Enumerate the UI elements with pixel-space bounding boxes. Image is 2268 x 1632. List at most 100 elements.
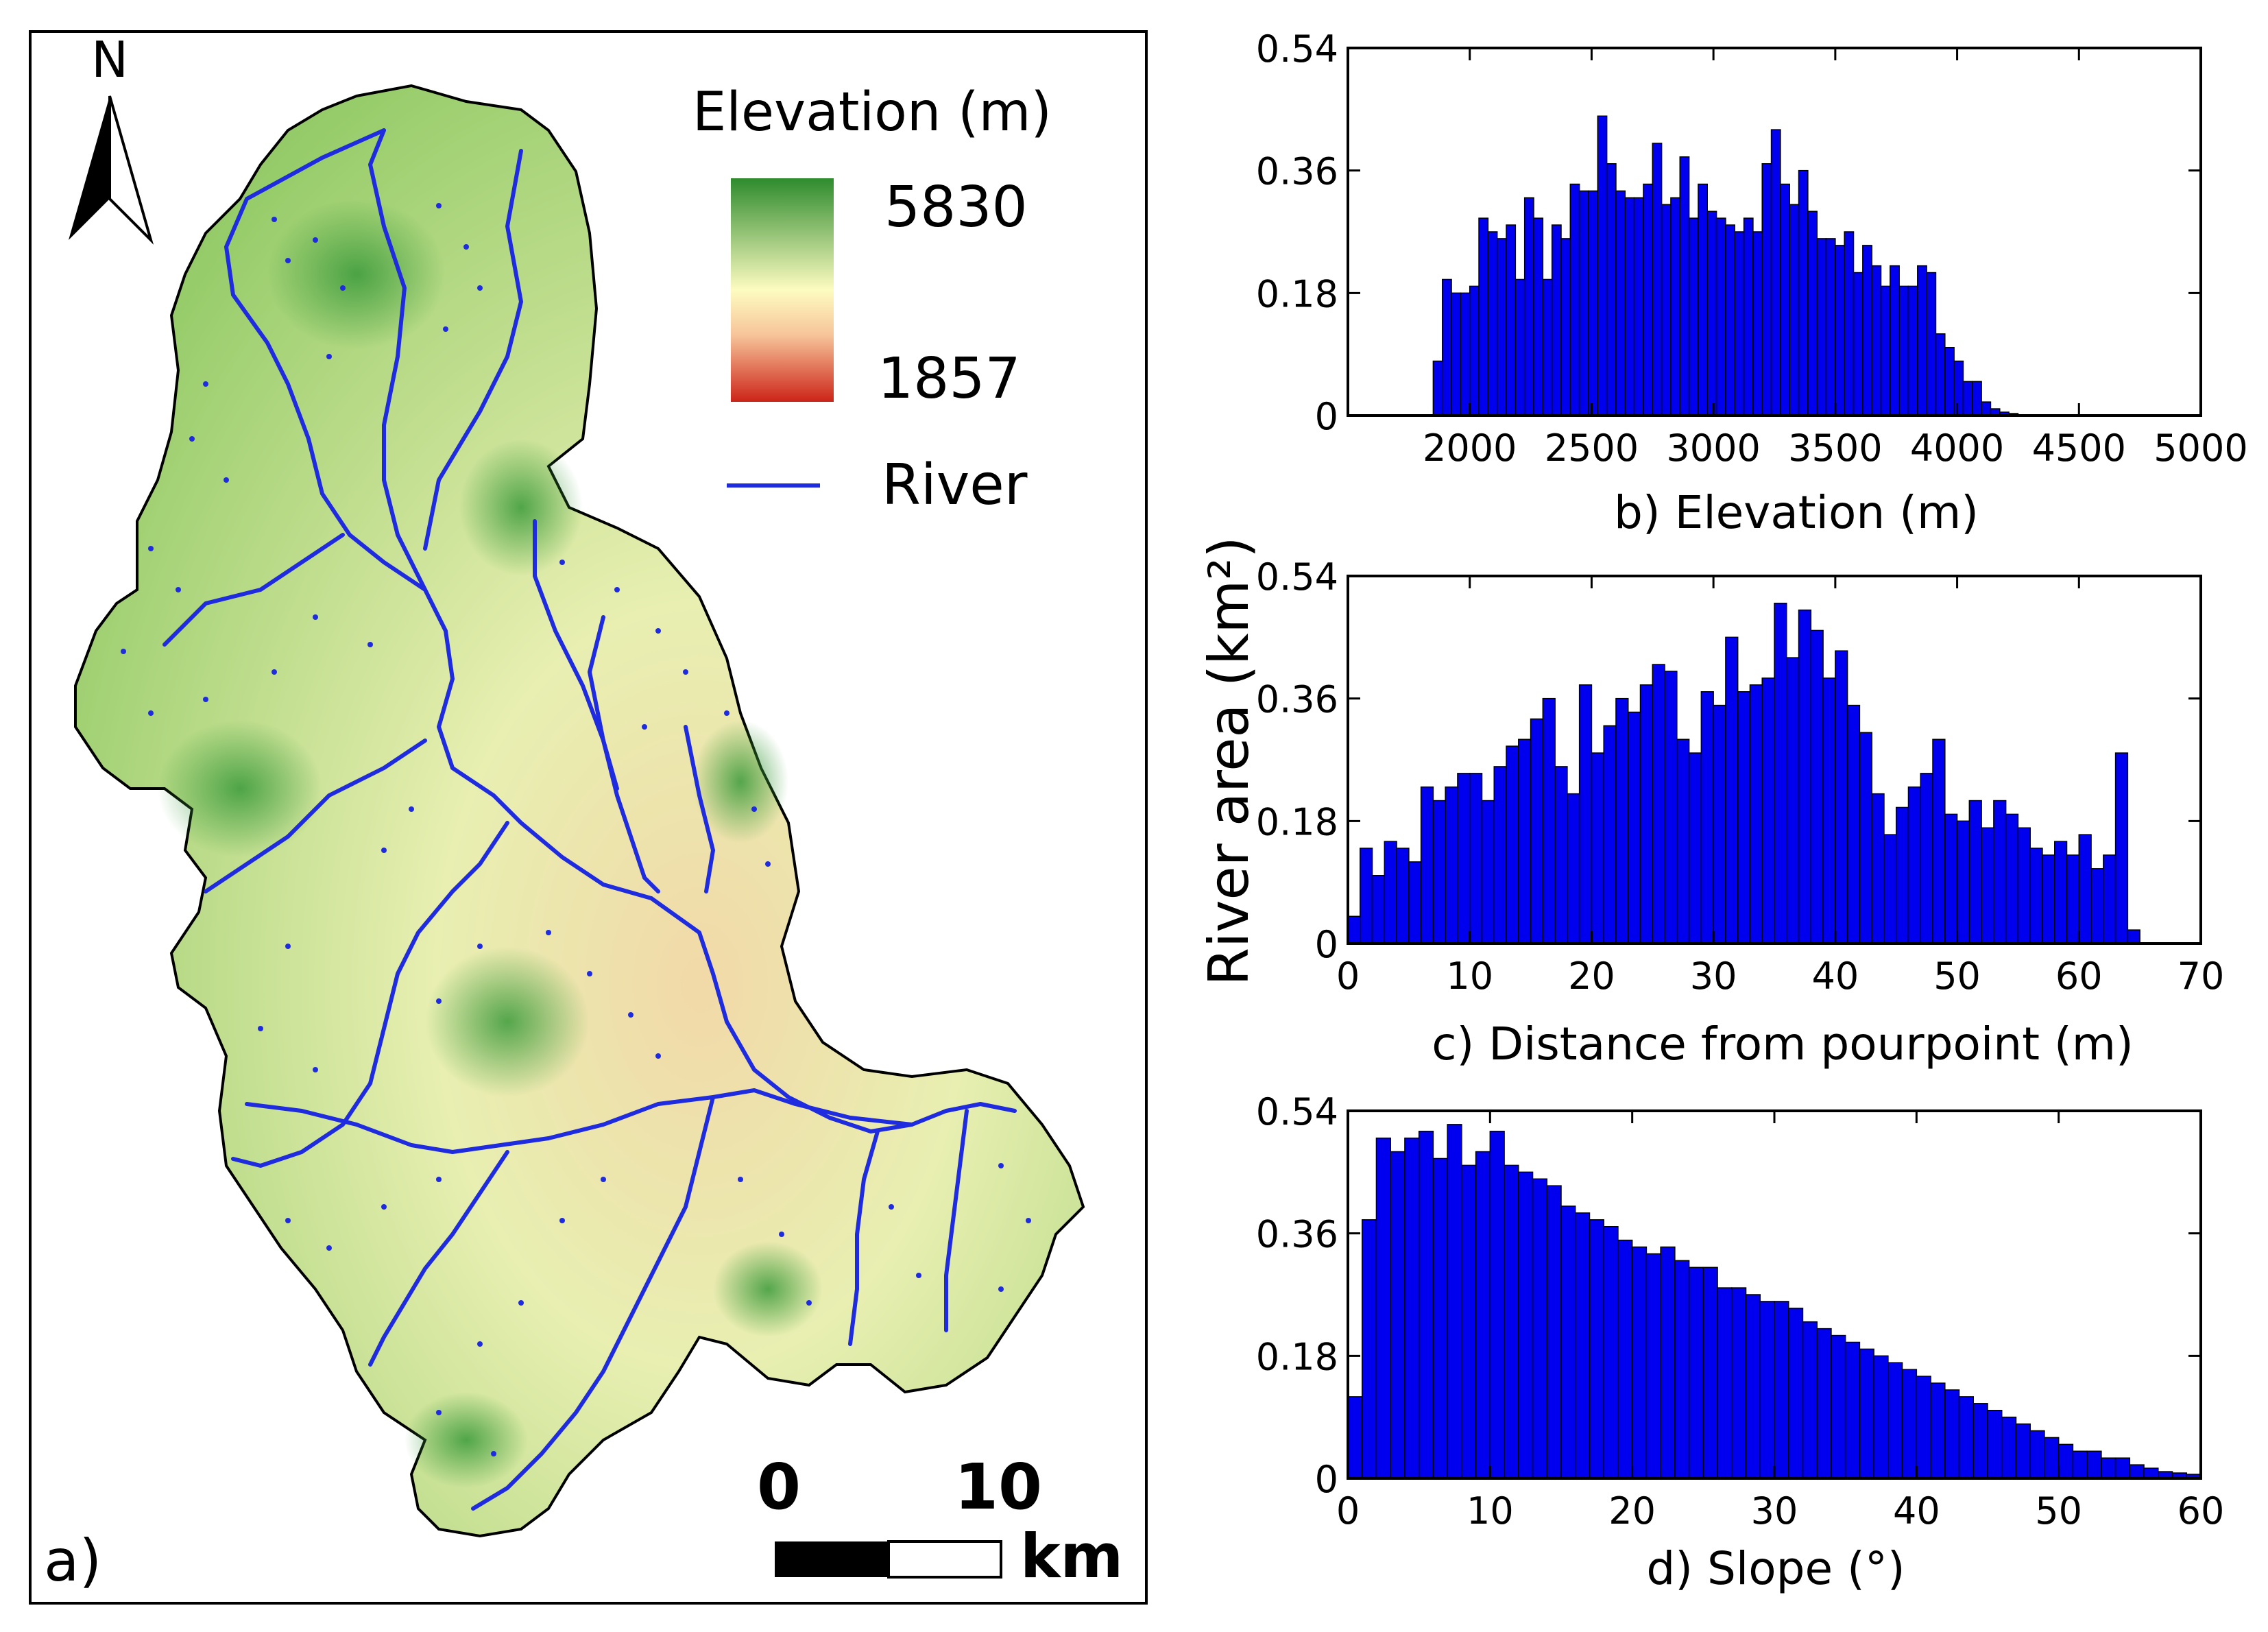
histogram-bar bbox=[1460, 292, 1471, 416]
north-arrow-left-icon bbox=[69, 96, 110, 240]
histogram-bar bbox=[2072, 1450, 2088, 1479]
histogram-bar bbox=[1371, 874, 1386, 944]
x-tick-label: 20 bbox=[1568, 955, 1615, 998]
histogram-bar bbox=[2029, 1430, 2045, 1479]
scale-zero-label: 0 bbox=[757, 1450, 801, 1524]
highland-patch bbox=[425, 946, 590, 1097]
histogram-bar bbox=[1532, 1178, 1548, 1479]
histogram-bar bbox=[1574, 1212, 1591, 1479]
histogram-bar bbox=[1469, 285, 1480, 416]
histogram-bar bbox=[1396, 848, 1410, 944]
histogram-bar bbox=[1384, 841, 1397, 944]
histogram-bar bbox=[1661, 204, 1672, 416]
north-arrow-right-icon bbox=[108, 95, 154, 245]
histogram-bar bbox=[1752, 231, 1763, 416]
histogram-bar bbox=[1643, 183, 1654, 416]
histogram-bar bbox=[1749, 684, 1763, 944]
y-tick-label: 0.54 bbox=[1256, 27, 1338, 71]
highland-patch bbox=[459, 439, 583, 576]
x-tick-label: 10 bbox=[1467, 1489, 1514, 1533]
histogram-bar bbox=[1761, 677, 1775, 944]
scale-bar-white bbox=[887, 1540, 1002, 1579]
histogram-bar bbox=[1624, 197, 1635, 416]
histogram-bar bbox=[2042, 854, 2055, 944]
histogram-bar bbox=[1645, 1253, 1661, 1479]
histogram-bar bbox=[2090, 868, 2104, 944]
histogram-bar bbox=[1578, 684, 1593, 944]
histogram-bar bbox=[1606, 163, 1617, 416]
histogram-bar bbox=[1901, 1369, 1918, 1479]
histogram-bar bbox=[1956, 820, 1970, 944]
histogram-bar bbox=[1361, 1219, 1377, 1479]
histogram-bar bbox=[1475, 1151, 1491, 1479]
histogram-bar bbox=[2053, 841, 2068, 944]
panel-label-a: a) bbox=[44, 1527, 101, 1594]
histogram-bar bbox=[1786, 657, 1800, 944]
histogram-bar bbox=[1375, 1137, 1391, 1479]
x-tick-label: 5000 bbox=[2154, 427, 2247, 470]
x-tick-label: 20 bbox=[1608, 1489, 1656, 1533]
histogram-bar bbox=[1713, 704, 1726, 944]
histogram-bar bbox=[1898, 285, 1909, 416]
legend-min-value: 1857 bbox=[878, 346, 1021, 411]
histogram-bar bbox=[1887, 1362, 1903, 1479]
histogram-bar bbox=[2015, 1423, 2031, 1479]
y-tick-label: 0 bbox=[1315, 1458, 1338, 1501]
histogram-b: 0 0.18 0.36 0.54 2000 2500 3000 3500 4000 4500 500… bbox=[1256, 27, 2248, 539]
shared-y-axis-label: River area (km²) bbox=[1197, 536, 1261, 985]
legend-color-ramp bbox=[731, 178, 834, 402]
histogram-bar bbox=[1972, 381, 1982, 416]
histogram-bar bbox=[1717, 1287, 1733, 1479]
x-tick-label: 3500 bbox=[1788, 427, 1882, 470]
histogram-bar bbox=[1457, 773, 1471, 944]
histogram-bar bbox=[1418, 1131, 1434, 1479]
histogram-bar bbox=[2078, 834, 2092, 944]
histogram-bar bbox=[1807, 211, 1818, 416]
river-dots bbox=[121, 203, 1031, 1456]
histogram-bar bbox=[1679, 156, 1690, 416]
plot-frame bbox=[1347, 575, 2202, 945]
x-tick-label: 30 bbox=[1751, 1489, 1798, 1533]
scale-bar: 0 10 km bbox=[757, 1450, 1123, 1592]
histogram-bar bbox=[1496, 238, 1507, 416]
x-tick-label: 40 bbox=[1893, 1489, 1940, 1533]
histogram-bar bbox=[1441, 278, 1452, 416]
histogram-bar bbox=[1408, 861, 1422, 944]
histogram-bar bbox=[1523, 197, 1534, 416]
x-tick-label: 40 bbox=[1811, 955, 1859, 998]
y-tick-label: 0.36 bbox=[1256, 678, 1338, 721]
histogram-bar bbox=[1944, 346, 1955, 416]
legend-max-value: 5830 bbox=[884, 175, 1028, 240]
y-tick-label: 0.18 bbox=[1256, 800, 1338, 843]
y-tick-label: 0.54 bbox=[1256, 555, 1338, 599]
histogram-bar bbox=[1907, 786, 1922, 944]
histogram-bar bbox=[1935, 333, 1946, 416]
y-tick-label: 0 bbox=[1315, 923, 1338, 966]
y-tick-label: 0.54 bbox=[1256, 1090, 1338, 1133]
histogram-bar bbox=[1432, 800, 1446, 944]
river-network bbox=[162, 128, 1017, 1511]
histogram-bar bbox=[1715, 217, 1726, 416]
histogram-bar bbox=[2101, 1457, 2116, 1479]
y-tick-label: 0 bbox=[1315, 395, 1338, 438]
histogram-bar bbox=[1698, 183, 1709, 416]
watershed-shape bbox=[74, 84, 1085, 1538]
histogram-bar bbox=[1603, 1225, 1619, 1479]
histogram-bar bbox=[1890, 265, 1900, 416]
x-tick-label: 2000 bbox=[1423, 427, 1517, 470]
legend-river-label: River bbox=[882, 453, 1028, 518]
highland-patch bbox=[692, 720, 788, 843]
histogram-bar bbox=[1835, 650, 1848, 944]
histogram-bar bbox=[1962, 381, 1973, 416]
histogram-bar bbox=[1789, 204, 1800, 416]
histogram-bar bbox=[1481, 800, 1495, 944]
histogram-bar bbox=[2114, 752, 2129, 944]
histogram-bar bbox=[1993, 800, 2007, 944]
histogram-bar bbox=[1953, 360, 1964, 416]
x-tick-label: 0 bbox=[1336, 1489, 1360, 1533]
x-axis-label: b) Elevation (m) bbox=[1614, 486, 1979, 539]
histogram-bar bbox=[1615, 190, 1626, 416]
histogram-bar bbox=[1591, 752, 1604, 944]
histogram-bar bbox=[1745, 1294, 1761, 1479]
